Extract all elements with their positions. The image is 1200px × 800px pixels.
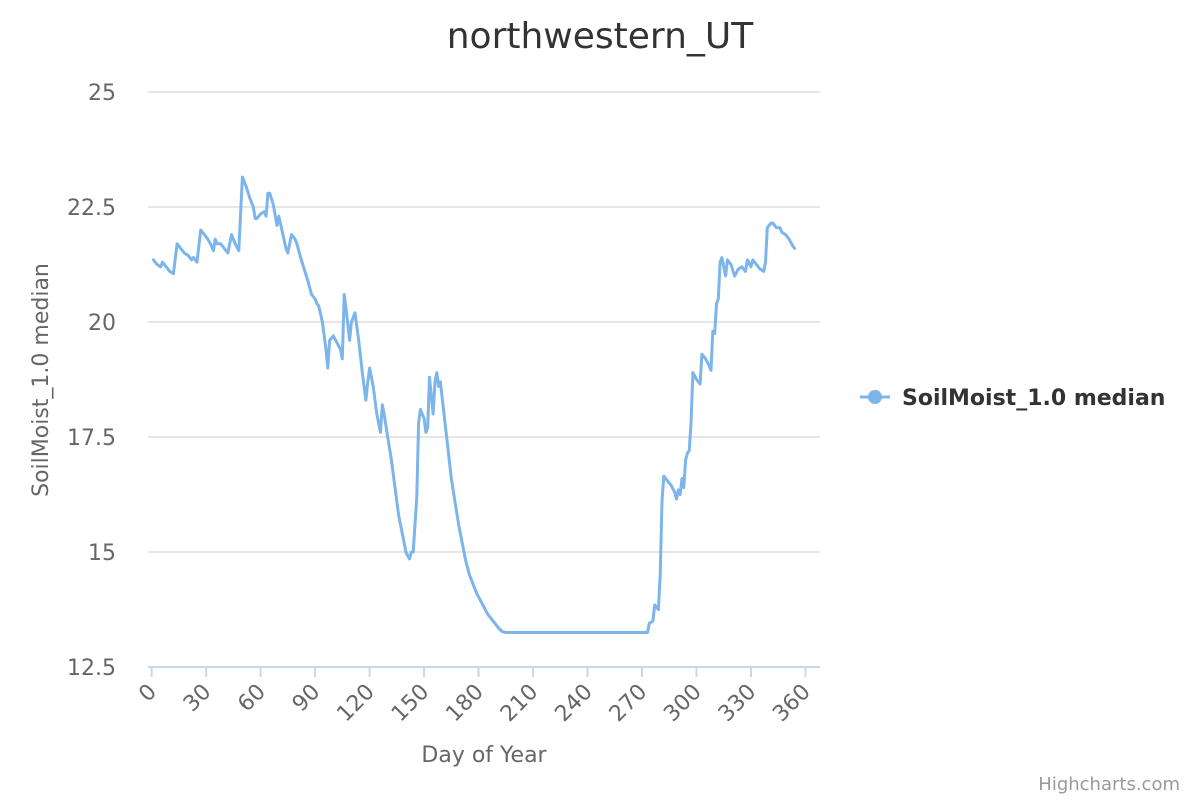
series-line[interactable] <box>151 175 797 634</box>
x-axis-ticks: 0 30 60 90 120 150 180 210 240 270 300 330 360 <box>134 667 816 727</box>
x-tick-label: 360 <box>768 680 815 727</box>
y-tick-label: 15 <box>88 541 116 566</box>
credits-link[interactable]: Highcharts.com <box>1038 774 1180 795</box>
y-tick-label: 12.5 <box>67 656 116 681</box>
legend[interactable]: SoilMoist_1.0 median <box>860 386 1165 411</box>
x-tick-label: 150 <box>387 680 434 727</box>
x-tick-label: 300 <box>659 680 706 727</box>
x-tick-label: 270 <box>605 680 652 727</box>
x-tick-label: 240 <box>550 680 597 727</box>
y-axis-ticks: 12.5 15 17.5 20 22.5 25 <box>67 81 116 681</box>
legend-label: SoilMoist_1.0 median <box>902 386 1165 411</box>
y-tick-label: 20 <box>88 311 116 336</box>
x-tick-label: 0 <box>134 680 162 708</box>
x-tick-label: 90 <box>288 680 325 717</box>
x-tick-label: 30 <box>179 680 216 717</box>
y-tick-label: 25 <box>88 81 116 106</box>
y-tick-label: 22.5 <box>67 196 116 221</box>
x-tick-label: 210 <box>496 680 543 727</box>
chart-title: northwestern_UT <box>447 16 755 57</box>
legend-dot-marker <box>868 390 882 404</box>
y-tick-label: 17.5 <box>67 426 116 451</box>
x-tick-label: 180 <box>441 680 488 727</box>
x-tick-label: 330 <box>714 680 761 727</box>
x-tick-label: 120 <box>332 680 379 727</box>
x-tick-label: 60 <box>233 680 270 717</box>
grid-lines <box>148 91 820 553</box>
x-axis-title: Day of Year <box>421 743 547 768</box>
y-axis-title: SoilMoist_1.0 median <box>29 263 54 497</box>
